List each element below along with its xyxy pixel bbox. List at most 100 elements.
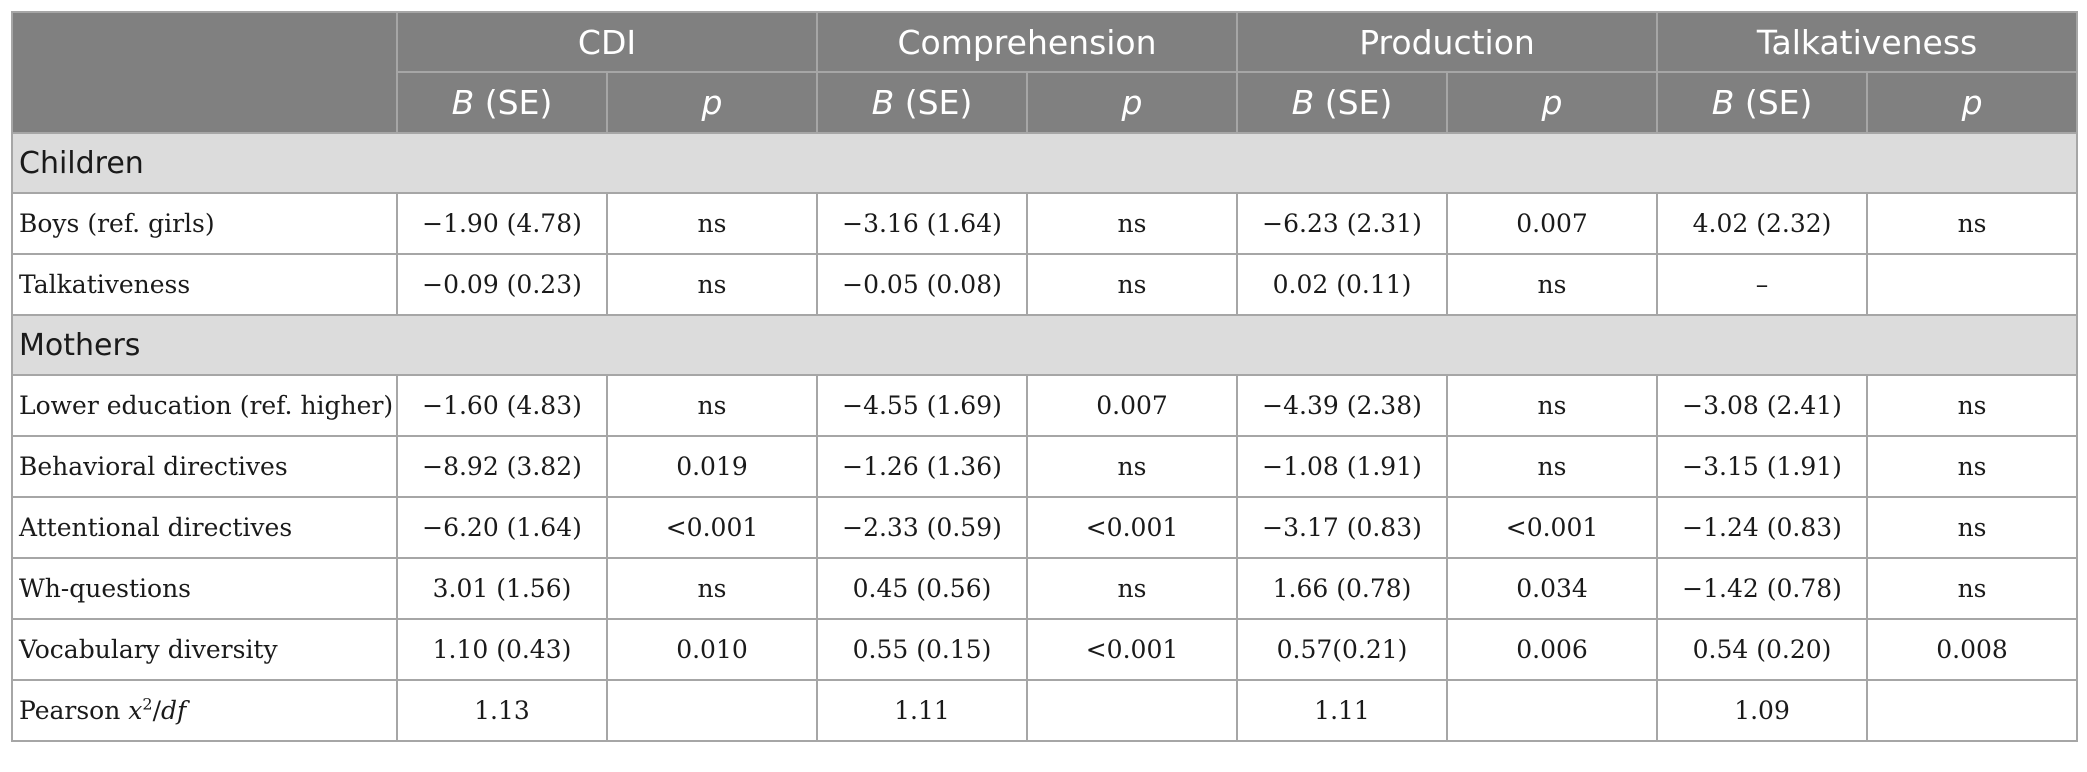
table-row: Behavioral directives −8.92 (3.82) 0.019… [11, 435, 2079, 498]
table-cell: 0.034 [1446, 557, 1659, 620]
results-table: CDI Comprehension Production Talkativene… [10, 11, 2079, 742]
table-cell: −1.26 (1.36) [816, 435, 1028, 498]
table-cell: 0.57(0.21) [1236, 618, 1449, 681]
table-cell: ns [1025, 557, 1239, 620]
table-cell: 0.008 [1866, 618, 2079, 681]
table-cell: ns [606, 192, 818, 255]
header-p: p [1025, 71, 1239, 134]
table-cell: 0.006 [1446, 618, 1659, 681]
table-cell: <0.001 [606, 496, 818, 559]
header-comprehension: Comprehension [815, 11, 1239, 73]
table-cell [606, 679, 818, 742]
table-cell: −0.09 (0.23) [396, 253, 608, 316]
table-cell: ns [1025, 253, 1239, 316]
table-cell: 1.09 [1656, 679, 1869, 742]
table-cell [1866, 253, 2079, 316]
table-cell: ns [1446, 374, 1659, 437]
table-cell: −1.60 (4.83) [396, 374, 608, 437]
header-production: Production [1236, 11, 1659, 73]
table-cell: – [1656, 253, 1869, 316]
table-cell: ns [606, 374, 818, 437]
section-title: Mothers [10, 314, 2079, 376]
table-cell: −4.39 (2.38) [1236, 374, 1449, 437]
table-cell: ns [1866, 192, 2079, 255]
header-b-se: B (SE) [1656, 71, 1869, 134]
table-body: Children Boys (ref. girls) −1.90 (4.78) … [10, 132, 2079, 742]
table-cell: 0.007 [1446, 192, 1659, 255]
table-cell: −8.92 (3.82) [396, 435, 608, 498]
row-label: Lower education (ref. higher) [11, 374, 398, 437]
table-cell: −0.05 (0.08) [816, 253, 1028, 316]
table-cell: ns [1866, 374, 2079, 437]
table-cell: <0.001 [1025, 496, 1239, 559]
table-cell: <0.001 [1446, 496, 1659, 559]
header-b-se: B (SE) [1236, 71, 1449, 134]
table-cell: ns [1025, 435, 1239, 498]
table-cell: ns [1446, 253, 1659, 316]
table-cell: 4.02 (2.32) [1656, 192, 1869, 255]
table-cell: −1.24 (0.83) [1656, 496, 1869, 559]
table-row: Lower education (ref. higher) −1.60 (4.8… [11, 374, 2079, 437]
table-cell: −6.23 (2.31) [1236, 192, 1449, 255]
row-label: Attentional directives [11, 496, 398, 559]
header-p: p [1866, 71, 2079, 134]
table-cell: 1.66 (0.78) [1236, 557, 1449, 620]
table-cell: 0.55 (0.15) [816, 618, 1028, 681]
header-row-groups: CDI Comprehension Production Talkativene… [11, 11, 2079, 134]
section-row-mothers: Mothers [10, 314, 2079, 376]
table-cell: ns [1866, 435, 2079, 498]
table-cell: ns [606, 557, 818, 620]
table-cell: −3.15 (1.91) [1656, 435, 1869, 498]
header-b-se: B (SE) [816, 71, 1028, 134]
table-cell: ns [1866, 496, 2079, 559]
table-row-footer: Pearson x2/df 1.13 1.11 1.11 1.09 [11, 679, 2079, 742]
table-cell: −1.42 (0.78) [1656, 557, 1869, 620]
table-cell: 1.13 [396, 679, 608, 742]
table-cell: −3.16 (1.64) [816, 192, 1028, 255]
table-cell: 0.019 [606, 435, 818, 498]
table-cell: −1.08 (1.91) [1236, 435, 1449, 498]
row-label: Talkativeness [11, 253, 398, 316]
table-cell: ns [1866, 557, 2079, 620]
row-label: Boys (ref. girls) [11, 192, 398, 255]
table-cell: 1.10 (0.43) [396, 618, 608, 681]
header-corner [11, 11, 398, 134]
header-cdi: CDI [396, 11, 818, 73]
header-row-stats: B (SE) p B (SE) p B (SE) p B (SE) p [12, 71, 2079, 134]
table-cell: 1.11 [1236, 679, 1449, 742]
header-talkativeness: Talkativeness [1656, 11, 2079, 73]
header-b-se: B (SE) [396, 71, 608, 134]
table-cell: <0.001 [1025, 618, 1239, 681]
table-row: Attentional directives −6.20 (1.64) <0.0… [11, 496, 2079, 559]
table-container: CDI Comprehension Production Talkativene… [10, 11, 2079, 742]
table-row: Boys (ref. girls) −1.90 (4.78) ns −3.16 … [11, 192, 2079, 255]
table-cell: 0.007 [1025, 374, 1239, 437]
header-p: p [1446, 71, 1659, 134]
table-cell: −3.17 (0.83) [1236, 496, 1449, 559]
section-title: Children [10, 132, 2079, 194]
table-row: Talkativeness −0.09 (0.23) ns −0.05 (0.0… [11, 253, 2079, 316]
table-cell: 1.11 [816, 679, 1028, 742]
table-cell: ns [1025, 192, 1239, 255]
table-cell: −2.33 (0.59) [816, 496, 1028, 559]
table-row: Vocabulary diversity 1.10 (0.43) 0.010 0… [11, 618, 2079, 681]
row-label: Behavioral directives [11, 435, 398, 498]
table-cell: 0.54 (0.20) [1656, 618, 1869, 681]
table-cell: 0.010 [606, 618, 818, 681]
table-cell: −6.20 (1.64) [396, 496, 608, 559]
table-cell: ns [1446, 435, 1659, 498]
table-cell [1446, 679, 1659, 742]
row-label: Vocabulary diversity [11, 618, 398, 681]
table-cell: −1.90 (4.78) [396, 192, 608, 255]
section-row-children: Children [10, 132, 2079, 194]
table-row: Wh-questions 3.01 (1.56) ns 0.45 (0.56) … [11, 557, 2079, 620]
table-cell [1025, 679, 1239, 742]
table-cell: 3.01 (1.56) [396, 557, 608, 620]
table-cell: −3.08 (2.41) [1656, 374, 1869, 437]
header-p: p [606, 71, 818, 134]
table-cell [1866, 679, 2079, 742]
table-cell: ns [606, 253, 818, 316]
row-label: Wh-questions [11, 557, 398, 620]
table-cell: −4.55 (1.69) [816, 374, 1028, 437]
row-label-pearson: Pearson x2/df [11, 679, 398, 742]
